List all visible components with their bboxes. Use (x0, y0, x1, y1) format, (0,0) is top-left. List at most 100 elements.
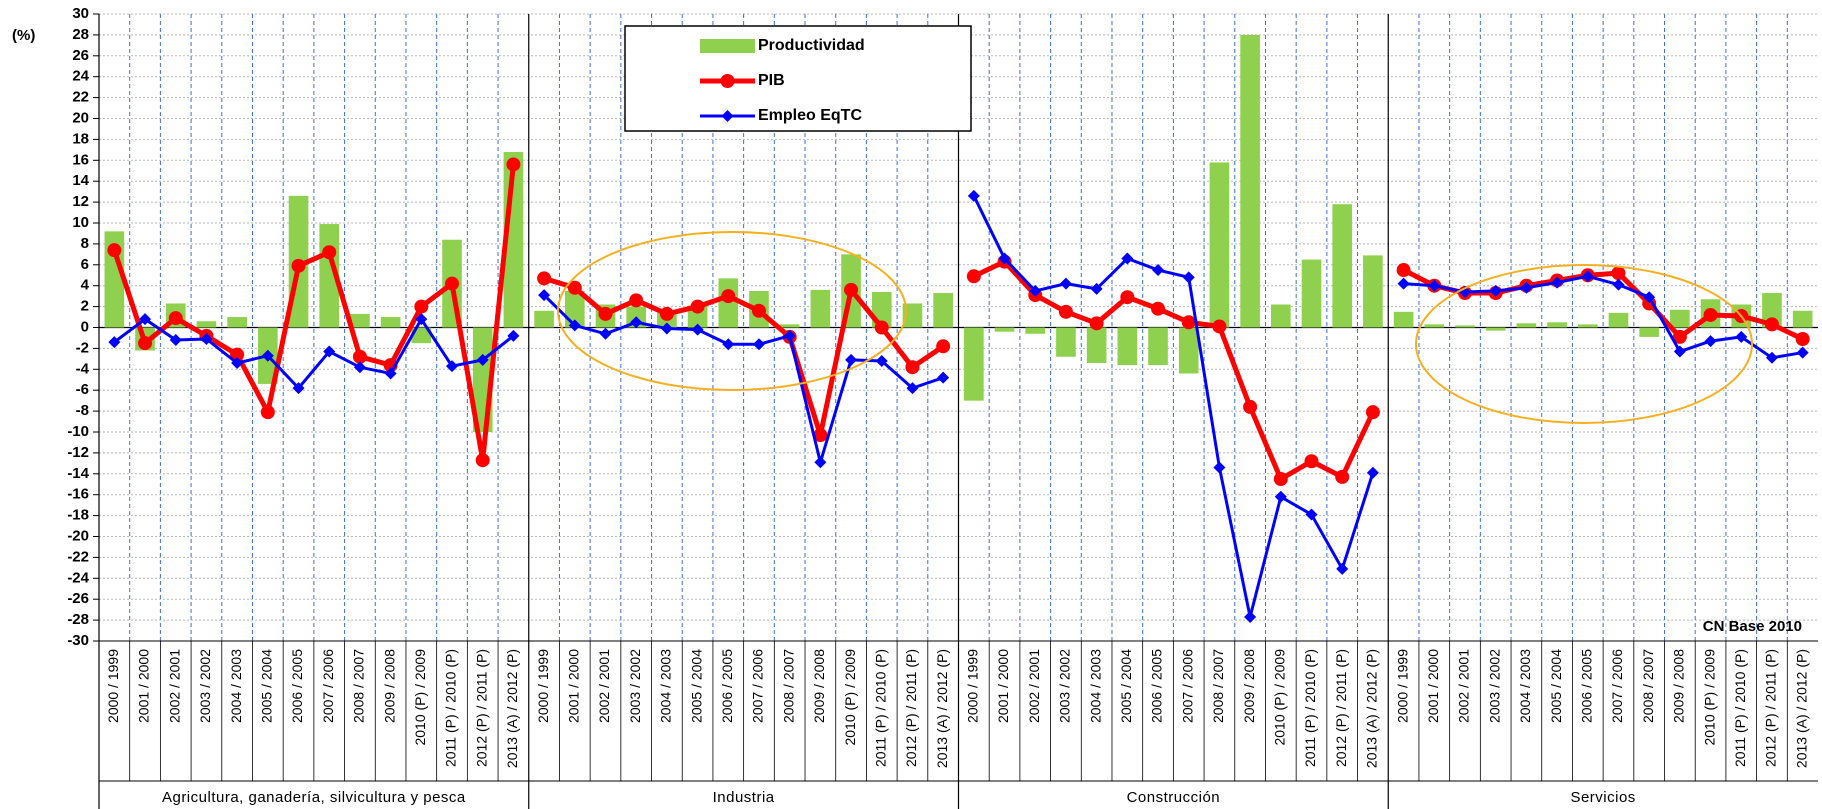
bar (1117, 327, 1138, 366)
x-tick-label: 2001 / 2000 (565, 649, 581, 723)
bar (227, 317, 247, 328)
point (1336, 562, 1349, 575)
bar (810, 289, 831, 328)
bar (1363, 255, 1383, 328)
group-label: Industria (713, 789, 775, 806)
bar (380, 317, 401, 328)
point (414, 299, 429, 314)
y-tick-label: -22 (67, 548, 89, 565)
legend-label: Empleo EqTC (758, 107, 862, 124)
x-tick-label: 2001 / 2000 (136, 649, 152, 723)
y-tick-label: 26 (72, 47, 89, 64)
point (1397, 277, 1410, 290)
point (1090, 282, 1103, 295)
point (538, 289, 551, 302)
point (1029, 284, 1042, 297)
bar (1178, 327, 1199, 374)
y-tick-label: 10 (72, 214, 89, 231)
point (630, 316, 643, 329)
x-tick-label: 2010 (P) / 2009 (1701, 649, 1717, 746)
y-tick-label: -28 (67, 611, 89, 628)
point (906, 382, 919, 395)
x-tick-label: 2010 (P) / 2009 (412, 649, 428, 746)
x-tick-label: 2008 / 2007 (351, 649, 367, 723)
point (599, 327, 612, 340)
x-tick-label: 2013 (A) / 2012 (P) (504, 649, 520, 768)
point (1581, 270, 1594, 283)
point (352, 349, 367, 364)
point (1365, 405, 1380, 420)
point (1305, 508, 1318, 521)
point (260, 405, 275, 420)
x-tick-label: 2002 / 2001 (166, 649, 182, 723)
x-tick-label: 2012 (P) / 2011 (P) (1333, 649, 1349, 767)
y-tick-label: -12 (67, 444, 89, 461)
x-tick-label: 2011 (P) / 2010 (P) (1732, 649, 1748, 767)
x-tick-label: 2006 / 2005 (1149, 649, 1165, 723)
point (415, 313, 428, 326)
point (751, 303, 766, 318)
y-tick-label: -4 (76, 360, 90, 377)
bar (564, 290, 585, 328)
x-tick-label: 2001 / 2000 (1425, 649, 1441, 723)
point (1396, 263, 1411, 278)
bar (1301, 259, 1322, 328)
bar (104, 231, 125, 328)
point (1213, 461, 1226, 474)
x-tick-label: 2008 / 2007 (1210, 649, 1226, 723)
y-tick-label: 4 (81, 277, 90, 294)
point (231, 357, 244, 370)
point (1121, 252, 1134, 265)
y-tick-label: 8 (81, 235, 89, 252)
x-tick-label: 2004 / 2003 (228, 649, 244, 723)
point (292, 382, 305, 395)
y-tick-label: -6 (76, 381, 89, 398)
y-tick-label: 6 (81, 256, 89, 273)
bar (1025, 327, 1046, 334)
point (752, 338, 765, 351)
y-tick-label: 20 (72, 109, 89, 126)
bar (350, 313, 370, 328)
x-tick-label: 2000 / 1999 (1394, 649, 1410, 723)
bar (196, 321, 217, 328)
point (1489, 284, 1502, 297)
point (966, 269, 981, 284)
point (108, 336, 121, 349)
x-tick-label: 2007 / 2006 (1179, 649, 1195, 723)
x-tick-label: 2001 / 2000 (995, 649, 1011, 723)
x-tick-label: 2008 / 2007 (780, 649, 796, 723)
point (107, 243, 122, 258)
point (568, 319, 581, 332)
point (691, 323, 704, 336)
y-tick-label: 18 (72, 130, 89, 147)
point (721, 289, 736, 304)
x-tick-label: 2003 / 2002 (1057, 649, 1073, 723)
y-tick-label: -10 (67, 423, 89, 440)
legend-label: Productividad (758, 37, 865, 54)
x-tick-label: 2006 / 2005 (719, 649, 735, 723)
point (138, 336, 153, 351)
point (813, 428, 828, 443)
y-axis-label: (%) (12, 27, 35, 44)
bar (411, 327, 432, 344)
point (261, 349, 274, 362)
point (1612, 278, 1625, 291)
point (783, 329, 796, 342)
point (874, 320, 889, 335)
x-tick-label: 2005 / 2004 (259, 649, 275, 723)
x-tick-label: 2006 / 2005 (289, 649, 305, 723)
point (1120, 290, 1135, 305)
bar (1086, 327, 1107, 364)
x-tick-label: 2002 / 2001 (1026, 649, 1042, 723)
bar (902, 303, 923, 328)
y-tick-label: -8 (76, 402, 89, 419)
point (1673, 345, 1686, 358)
bar (1393, 311, 1414, 328)
point (1273, 472, 1288, 487)
bar (1762, 293, 1782, 328)
bar (1270, 304, 1291, 328)
point (322, 245, 337, 260)
point (905, 360, 920, 375)
